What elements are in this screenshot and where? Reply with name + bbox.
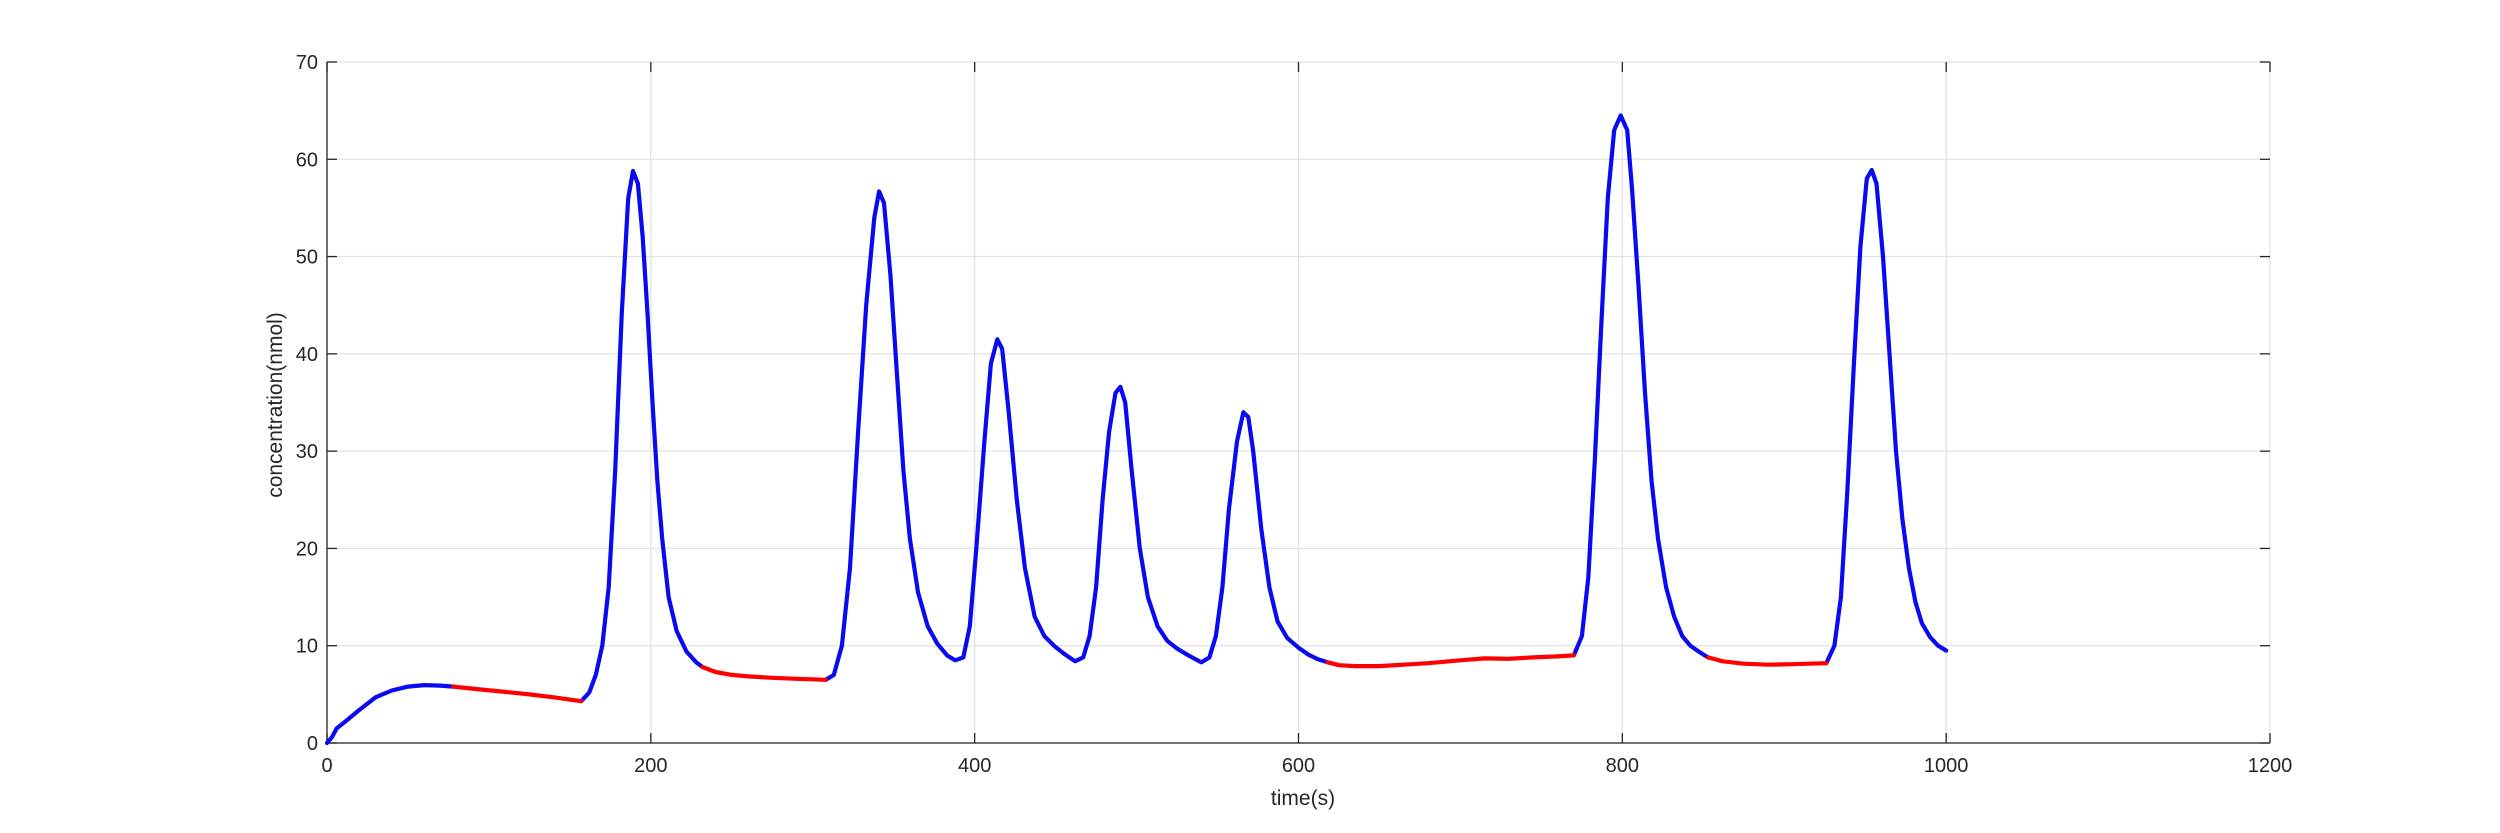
series-0-segment-0 bbox=[324, 682, 456, 746]
x-tick-label: 400 bbox=[958, 755, 991, 777]
series-0-segment-4 bbox=[1824, 167, 1949, 666]
x-tick-label: 1000 bbox=[1924, 755, 1969, 777]
y-tick-label: 40 bbox=[296, 344, 318, 366]
x-tick-label: 0 bbox=[321, 755, 332, 777]
x-axis-label: time(s) bbox=[1271, 787, 1335, 810]
series-0-segment-2 bbox=[823, 189, 1330, 682]
series-0-segment-3 bbox=[1571, 113, 1711, 660]
x-tick-label: 1200 bbox=[2248, 755, 2293, 777]
x-tick-label: 600 bbox=[1282, 755, 1315, 777]
series-1-segment-1 bbox=[700, 664, 828, 682]
series-1-segment-3 bbox=[1705, 655, 1829, 667]
y-tick-label: 50 bbox=[296, 247, 318, 269]
y-tick-label: 30 bbox=[296, 441, 318, 463]
y-tick-label: 20 bbox=[296, 538, 318, 560]
tick-labels: 0 200 400 600 800 1000 1200 0 10 20 30 40 50 60 70 bbox=[296, 52, 2293, 777]
series-0-segment-1 bbox=[579, 168, 705, 704]
series bbox=[324, 113, 1949, 746]
y-axis-label: concentration(nmol) bbox=[264, 312, 287, 498]
series-1-segment-2 bbox=[1325, 653, 1576, 669]
series-1-segment-0 bbox=[451, 684, 584, 704]
x-tick-label: 200 bbox=[634, 755, 667, 777]
y-tick-label: 10 bbox=[296, 636, 318, 658]
y-tick-label: 0 bbox=[307, 733, 318, 755]
y-tick-label: 60 bbox=[296, 149, 318, 171]
axes bbox=[326, 61, 2271, 744]
x-tick-label: 800 bbox=[1606, 755, 1639, 777]
y-tick-label: 70 bbox=[296, 52, 318, 74]
